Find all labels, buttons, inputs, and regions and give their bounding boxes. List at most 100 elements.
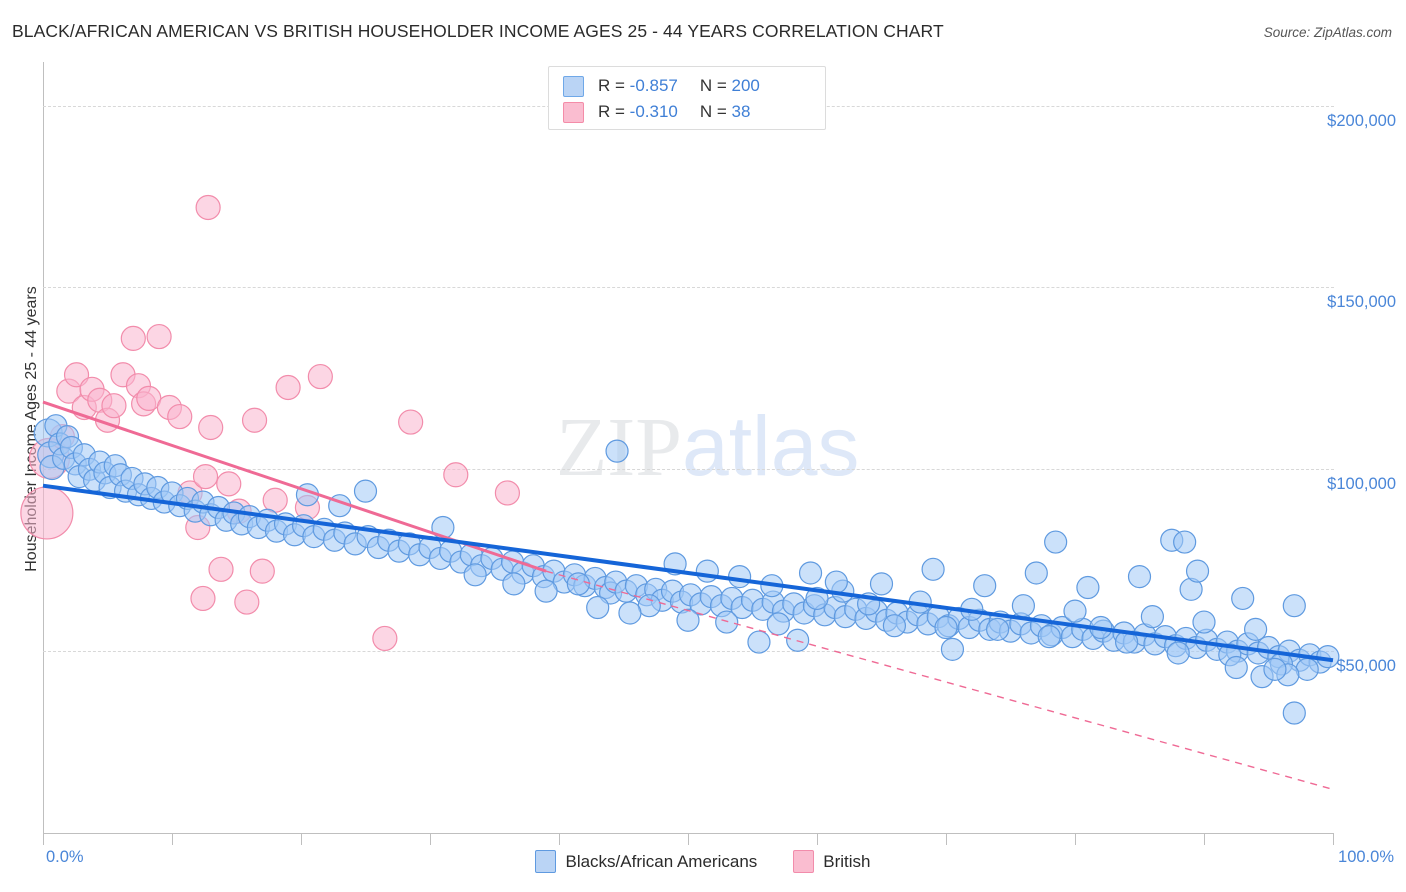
data-point[interactable]	[372, 625, 398, 652]
plot-area	[20, 62, 1340, 833]
data-point[interactable]	[940, 637, 965, 661]
data-point[interactable]	[1231, 586, 1255, 611]
data-point[interactable]	[195, 194, 221, 221]
data-point[interactable]	[985, 617, 1010, 641]
data-point[interactable]	[1224, 655, 1248, 680]
series-swatch-british	[793, 850, 815, 873]
data-point[interactable]	[216, 471, 242, 497]
data-point[interactable]	[1263, 657, 1287, 681]
data-point[interactable]	[1063, 599, 1087, 623]
data-point[interactable]	[882, 614, 907, 638]
data-point[interactable]	[190, 585, 216, 612]
data-point[interactable]	[1140, 605, 1165, 629]
data-point[interactable]	[208, 556, 234, 582]
x-axis-min-label: 0.0%	[46, 848, 84, 866]
series-label-blacks: Blacks/African Americans	[565, 851, 758, 871]
data-point[interactable]	[234, 589, 260, 615]
data-point[interactable]	[1166, 641, 1190, 665]
data-point[interactable]	[618, 601, 642, 625]
x-tick-mark	[1075, 833, 1076, 845]
data-point[interactable]	[715, 610, 739, 634]
data-point[interactable]	[1282, 701, 1306, 725]
trendlines-layer	[42, 400, 1334, 791]
data-point[interactable]	[167, 403, 193, 430]
data-point[interactable]	[921, 557, 945, 581]
data-point[interactable]	[1173, 530, 1197, 554]
x-tick-mark	[688, 833, 689, 845]
data-point[interactable]	[241, 407, 268, 433]
data-point[interactable]	[534, 579, 558, 603]
data-point[interactable]	[1192, 610, 1216, 634]
data-point[interactable]	[249, 558, 275, 584]
legend-n-label-pink: N =	[699, 102, 732, 121]
data-point[interactable]	[798, 561, 823, 585]
series-legend-item-british[interactable]: British	[793, 850, 871, 873]
data-point[interactable]	[494, 480, 520, 506]
legend-swatch-pink	[563, 101, 584, 123]
legend-row-blacks: R = -0.857 N = 200	[563, 73, 760, 99]
data-point[interactable]	[1185, 559, 1210, 583]
legend-text-pink: R = -0.310 N = 38	[598, 102, 750, 122]
data-point[interactable]	[146, 323, 172, 350]
page-title: BLACK/AFRICAN AMERICAN VS BRITISH HOUSEH…	[12, 21, 944, 41]
data-point[interactable]	[398, 409, 424, 435]
data-point[interactable]	[1024, 561, 1048, 585]
correlation-legend: R = -0.857 N = 200 R = -0.310 N = 38	[548, 66, 826, 130]
trendline-blacks	[42, 483, 1334, 663]
series-legend-item-blacks[interactable]: Blacks/African Americans	[535, 850, 757, 873]
x-axis-max-label: 100.0%	[1338, 848, 1394, 866]
y-tick-label: $100,000	[1327, 475, 1396, 494]
data-point[interactable]	[1282, 594, 1306, 618]
x-tick-mark	[301, 833, 302, 845]
data-point[interactable]	[198, 414, 224, 441]
data-point[interactable]	[1044, 530, 1068, 554]
y-tick-label: $150,000	[1327, 293, 1396, 312]
data-point[interactable]	[192, 463, 219, 490]
scatter-points-layer	[20, 194, 1340, 725]
x-tick-mark	[172, 833, 173, 845]
data-point[interactable]	[307, 363, 333, 390]
data-point[interactable]	[275, 374, 301, 401]
y-tick-label: $200,000	[1327, 111, 1396, 130]
legend-row-british: R = -0.310 N = 38	[563, 99, 750, 125]
x-tick-mark	[559, 833, 560, 845]
x-tick-mark	[817, 833, 818, 845]
data-point[interactable]	[1037, 625, 1061, 649]
data-point[interactable]	[1076, 575, 1100, 600]
data-point[interactable]	[353, 479, 378, 503]
legend-r-label-blue: R =	[598, 76, 630, 95]
data-point[interactable]	[1127, 565, 1152, 589]
data-point[interactable]	[443, 462, 469, 488]
trendline-british	[42, 400, 547, 573]
source-attribution: Source: ZipAtlas.com	[1263, 25, 1392, 40]
x-tick-mark	[1333, 833, 1334, 845]
data-point[interactable]	[934, 615, 958, 640]
legend-r-value-pink: -0.310	[629, 102, 678, 121]
data-point[interactable]	[747, 630, 771, 654]
gridline	[43, 469, 1334, 471]
data-point[interactable]	[973, 574, 997, 598]
gridline	[43, 651, 1334, 653]
data-point[interactable]	[586, 595, 610, 620]
data-point[interactable]	[605, 439, 629, 463]
series-label-british: British	[823, 851, 871, 871]
data-point[interactable]	[101, 393, 127, 419]
data-point[interactable]	[1243, 617, 1268, 641]
legend-swatch-blue	[563, 75, 584, 97]
y-tick-label: $50,000	[1336, 657, 1396, 676]
data-point[interactable]	[463, 563, 487, 587]
x-tick-mark	[430, 833, 431, 845]
data-point[interactable]	[676, 608, 700, 632]
data-point[interactable]	[502, 572, 526, 596]
data-point[interactable]	[869, 572, 894, 596]
legend-r-label-pink: R =	[598, 102, 630, 121]
series-swatch-blacks	[535, 850, 557, 873]
legend-r-value-blue: -0.857	[629, 76, 678, 95]
trendline-british-extrapolated	[545, 570, 1334, 791]
x-tick-mark	[946, 833, 947, 845]
data-point[interactable]	[63, 362, 90, 388]
legend-n-label-blue: N =	[699, 76, 732, 95]
data-point[interactable]	[120, 325, 146, 351]
x-tick-mark	[1204, 833, 1205, 845]
